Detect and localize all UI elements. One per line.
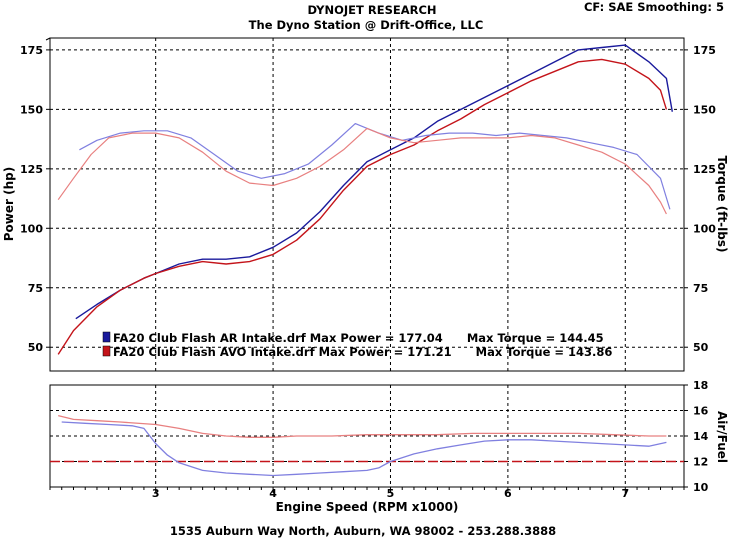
power-torque-panel: 50 75 100 125 150 175 50 75 100 125 150 175: [20, 37, 716, 372]
afr-tick-label: 12: [693, 456, 708, 469]
power-line-ar: [75, 44, 673, 320]
torque-line-ar: [79, 123, 671, 210]
afr-ticks: 10 12 14 16 18: [684, 379, 709, 494]
y2-tick-label: 125: [693, 163, 716, 176]
main-series: [57, 44, 673, 355]
settings-text: CF: SAE Smoothing: 5: [584, 0, 724, 14]
power-line-avo: [57, 58, 668, 355]
y2-axis-title: Torque (ft-lbs): [715, 156, 729, 253]
legend-swatch-ar: [102, 331, 111, 343]
afr-grid: [50, 385, 684, 487]
afr-line-avo: [58, 414, 667, 438]
afr-tick-label: 14: [693, 430, 709, 443]
afr-tick-label: 10: [693, 481, 709, 494]
x-tick-label: 3: [152, 487, 160, 500]
main-plot-border: [49, 37, 685, 372]
footer-address: 1535 Auburn Way North, Auburn, WA 98002 …: [170, 524, 556, 538]
y2-tick-label: 50: [693, 341, 709, 354]
y-tick-label: 150: [20, 103, 43, 116]
y-tick-label: 125: [20, 163, 43, 176]
chart-subtitle: The Dyno Station @ Drift-Office, LLC: [249, 18, 484, 32]
main-frame-corner: [45, 37, 51, 41]
y2-tick-label: 100: [693, 222, 716, 235]
x-tick-label: 4: [269, 487, 277, 500]
y-tick-label: 175: [20, 44, 43, 57]
legend-swatch-avo: [102, 345, 111, 357]
y2-tick-label: 75: [693, 282, 708, 295]
y-tick-label: 75: [28, 282, 43, 295]
afr-tick-label: 18: [693, 379, 708, 392]
y-axis-title: Power (hp): [2, 167, 16, 241]
afr-series: [58, 414, 667, 477]
legend-entry-ar: FA20 Club Flash AR Intake.drf Max Power …: [113, 331, 604, 345]
legend: FA20 Club Flash AR Intake.drf Max Power …: [102, 331, 612, 359]
y-tick-label: 50: [28, 341, 44, 354]
main-grid: [50, 38, 684, 371]
afr-line-ar: [61, 421, 667, 477]
afr-axis-title: Air/Fuel: [715, 411, 729, 463]
afr-tick-label: 16: [693, 405, 709, 418]
x-tick-label: 6: [504, 487, 512, 500]
y2-tick-label: 175: [693, 44, 716, 57]
y-tick-label: 100: [20, 222, 43, 235]
chart-title: DYNOJET RESEARCH: [307, 3, 436, 17]
main-ticks: 50 75 100 125 150 175 50 75 100 125 150 175: [20, 44, 716, 354]
afr-plot-border: [49, 384, 685, 488]
legend-entry-avo: FA20 Club Flash AVO Intake.drf Max Power…: [113, 345, 612, 359]
x-axis-ticks: 3 4 5 6 7: [49, 487, 685, 500]
x-tick-label: 5: [387, 487, 395, 500]
air-fuel-panel: 10 12 14 16 18: [49, 379, 709, 494]
torque-line-avo: [57, 127, 667, 215]
y2-tick-label: 150: [693, 103, 716, 116]
x-axis-title: Engine Speed (RPM x1000): [276, 500, 459, 514]
x-tick-label: 7: [621, 487, 629, 500]
